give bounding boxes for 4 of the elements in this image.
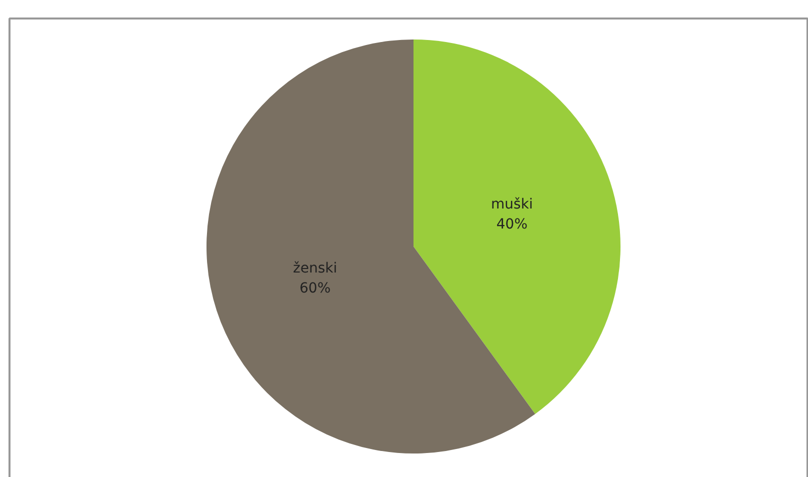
slice-label: muški xyxy=(491,196,533,213)
slice-label: ženski xyxy=(293,260,338,276)
data-label: 60% xyxy=(300,280,331,296)
data-label: 40% xyxy=(496,216,528,233)
